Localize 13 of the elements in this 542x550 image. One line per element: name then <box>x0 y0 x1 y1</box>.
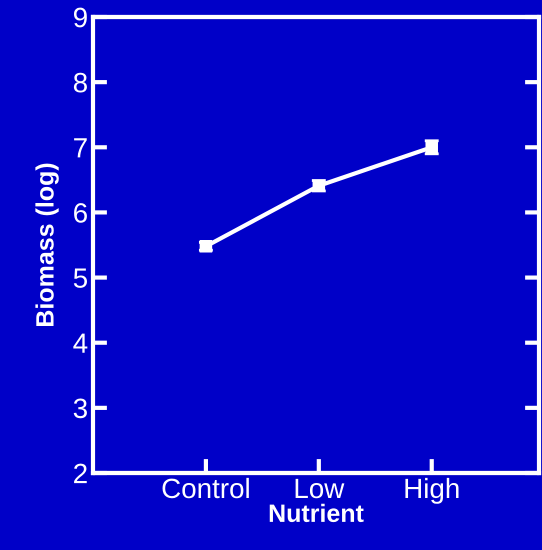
y-tick-label: 6 <box>74 203 87 223</box>
y-tick-label: 7 <box>74 138 87 158</box>
y-tick-label: 3 <box>74 398 87 418</box>
x-tick-label: High <box>405 478 458 504</box>
y-tick-label: 2 <box>74 464 87 484</box>
y-tick-label: 8 <box>74 72 87 92</box>
y-tick-label: 9 <box>74 8 87 28</box>
x-axis-title: Nutrient <box>270 504 364 522</box>
y-tick-label: 4 <box>73 334 88 353</box>
y-axis-title: Biomass (log) <box>35 164 59 326</box>
x-tick-label: Control <box>162 478 249 498</box>
y-tick-label: 5 <box>74 268 87 288</box>
x-tick-label: Low <box>296 478 344 498</box>
